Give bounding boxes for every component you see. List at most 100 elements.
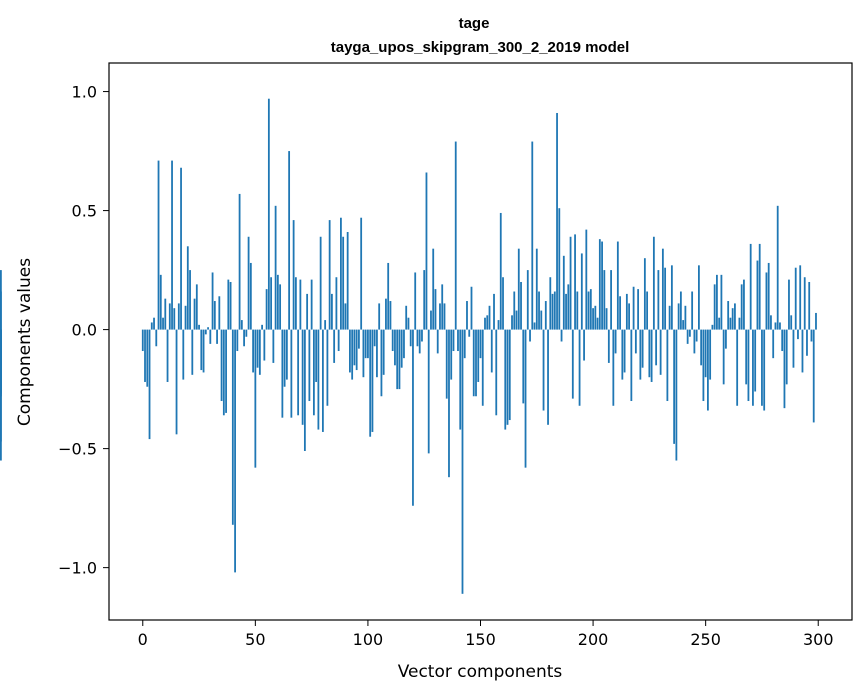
bar-70: [299, 279, 302, 330]
bar-28: [204, 329, 207, 335]
bar-273: [756, 260, 759, 330]
bar-246: [695, 329, 698, 342]
bar-141: [459, 329, 462, 430]
y-axis-label: Components values: [15, 258, 35, 426]
bar-277: [765, 272, 768, 330]
bar-131: [436, 329, 439, 354]
bar-267: [743, 279, 745, 330]
bar-102: [371, 329, 374, 432]
bar-132: [439, 303, 441, 330]
bar-33: [216, 329, 218, 344]
bar-43: [238, 193, 241, 330]
bar-22: [191, 329, 194, 375]
bar-76: [312, 329, 315, 416]
bar-71: [301, 329, 304, 425]
bar-248: [700, 329, 703, 366]
y-tick-label: 0.0: [72, 321, 97, 340]
bar-271: [752, 329, 754, 406]
bar-52: [258, 329, 261, 375]
bar-147: [472, 329, 475, 397]
bar-12: [168, 303, 171, 330]
bar-238: [677, 303, 680, 330]
bar-209: [612, 329, 615, 406]
bar-192: [574, 234, 576, 330]
bar-20: [186, 246, 189, 330]
bar-129: [432, 248, 435, 330]
bar-227: [652, 236, 655, 330]
bar-190: [569, 236, 572, 330]
bar-176: [538, 291, 540, 330]
x-tick-label: 0: [138, 630, 148, 649]
bar-213: [621, 329, 624, 380]
bar-55: [265, 289, 268, 330]
bar-103: [373, 329, 376, 347]
plot-frame: [108, 62, 853, 621]
bar-156: [493, 293, 495, 330]
bar-292: [799, 265, 802, 330]
bar-167: [517, 248, 520, 330]
bar-210: [614, 329, 617, 354]
bar-107: [382, 329, 385, 375]
bar-194: [578, 329, 581, 406]
bar-31: [211, 272, 214, 330]
bar-49: [252, 329, 254, 373]
bar-135: [445, 329, 448, 399]
bar-150: [479, 329, 482, 359]
bar-170: [524, 329, 527, 468]
bar-110: [389, 301, 392, 330]
bar-212: [619, 296, 621, 330]
bar-272: [754, 329, 757, 392]
bar-196: [583, 329, 585, 361]
bar-239: [679, 291, 682, 330]
bar-186: [560, 329, 563, 342]
bar-136: [448, 329, 450, 478]
bar-289: [792, 329, 795, 368]
bar-252: [709, 329, 712, 380]
bar-157: [495, 329, 498, 416]
bar-23: [193, 298, 196, 330]
bar-202: [596, 317, 599, 330]
bar-234: [668, 305, 671, 330]
bar-204: [601, 241, 603, 330]
bar-180: [547, 329, 549, 425]
bar-265: [738, 317, 741, 330]
bar-10: [164, 298, 167, 330]
bar-26: [200, 329, 203, 371]
bar-275: [761, 329, 763, 406]
bar-68: [294, 277, 297, 330]
bar-108: [385, 298, 387, 330]
bar-230: [659, 329, 662, 375]
bar-166: [515, 310, 518, 330]
bar-215: [625, 293, 628, 330]
bar-159: [499, 212, 502, 330]
bar-8: [159, 274, 162, 330]
bar-294: [803, 277, 806, 330]
bar-181: [549, 277, 552, 330]
bar-216: [628, 303, 630, 330]
bar-281: [774, 322, 777, 330]
bar-91: [346, 232, 349, 330]
bar-276: [763, 329, 766, 411]
bar-66: [290, 329, 293, 418]
bar-182: [551, 293, 554, 330]
bar-16: [177, 303, 180, 330]
bar-81: [324, 320, 327, 330]
bar-178: [542, 329, 545, 411]
bar-13: [171, 160, 173, 330]
bar-288: [790, 315, 793, 330]
bar-251: [707, 329, 709, 411]
bar-60: [276, 274, 279, 330]
bar-47: [247, 236, 250, 330]
bar-206: [605, 308, 608, 330]
bar-75: [310, 279, 313, 330]
x-tick-label: 300: [803, 630, 834, 649]
bar-1: [144, 329, 146, 382]
bar-228: [655, 329, 658, 366]
bar-278: [767, 262, 770, 330]
bar-257: [720, 274, 723, 330]
bar-187: [562, 255, 565, 330]
bar-285: [783, 329, 786, 409]
bar-19: [184, 305, 187, 330]
bar-5: [153, 317, 155, 330]
bar-0: [141, 329, 144, 352]
